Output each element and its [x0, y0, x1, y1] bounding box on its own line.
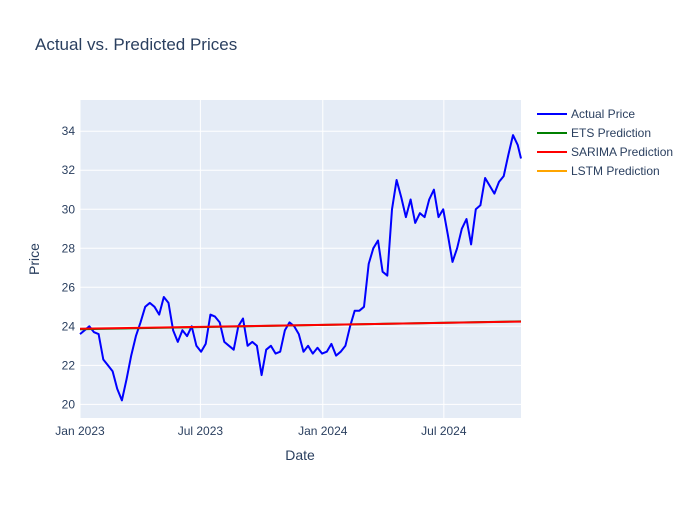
plot-area [80, 100, 521, 418]
legend-item-actual-price[interactable]: Actual Price [537, 107, 635, 121]
y-axis-ticks: 20 22 24 26 28 30 32 34 [62, 124, 76, 411]
x-tick-label: Jul 2023 [178, 424, 224, 438]
legend-item-ets-prediction[interactable]: ETS Prediction [537, 126, 651, 140]
legend-label: ETS Prediction [571, 126, 651, 140]
x-axis-label: Date [285, 447, 315, 463]
legend[interactable]: Actual Price ETS Prediction SARIMA Predict… [537, 107, 673, 178]
legend-label: LSTM Prediction [571, 164, 660, 178]
x-tick-label: Jan 2024 [298, 424, 348, 438]
y-tick-label: 34 [62, 124, 76, 138]
chart-title: Actual vs. Predicted Prices [35, 35, 237, 54]
y-tick-label: 28 [62, 241, 76, 255]
legend-label: SARIMA Prediction [571, 145, 673, 159]
y-tick-label: 32 [62, 163, 76, 177]
series-line-actual-price [79, 134, 522, 402]
legend-item-sarima-prediction[interactable]: SARIMA Prediction [537, 145, 673, 159]
y-tick-label: 22 [62, 358, 76, 372]
x-axis-ticks: Jan 2023 Jul 2023 Jan 2024 Jul 2024 [55, 424, 467, 438]
legend-item-lstm-prediction[interactable]: LSTM Prediction [537, 164, 660, 178]
x-tick-label: Jan 2023 [55, 424, 105, 438]
series-line-sarima-prediction [79, 320, 522, 330]
y-axis-label: Price [26, 243, 42, 275]
y-tick-label: 26 [62, 280, 76, 294]
grid-lines [79, 100, 521, 418]
y-tick-label: 24 [62, 319, 76, 333]
x-tick-label: Jul 2024 [421, 424, 467, 438]
y-tick-label: 30 [62, 202, 76, 216]
series-lines [79, 134, 522, 402]
y-tick-label: 20 [62, 397, 76, 411]
legend-label: Actual Price [571, 107, 635, 121]
